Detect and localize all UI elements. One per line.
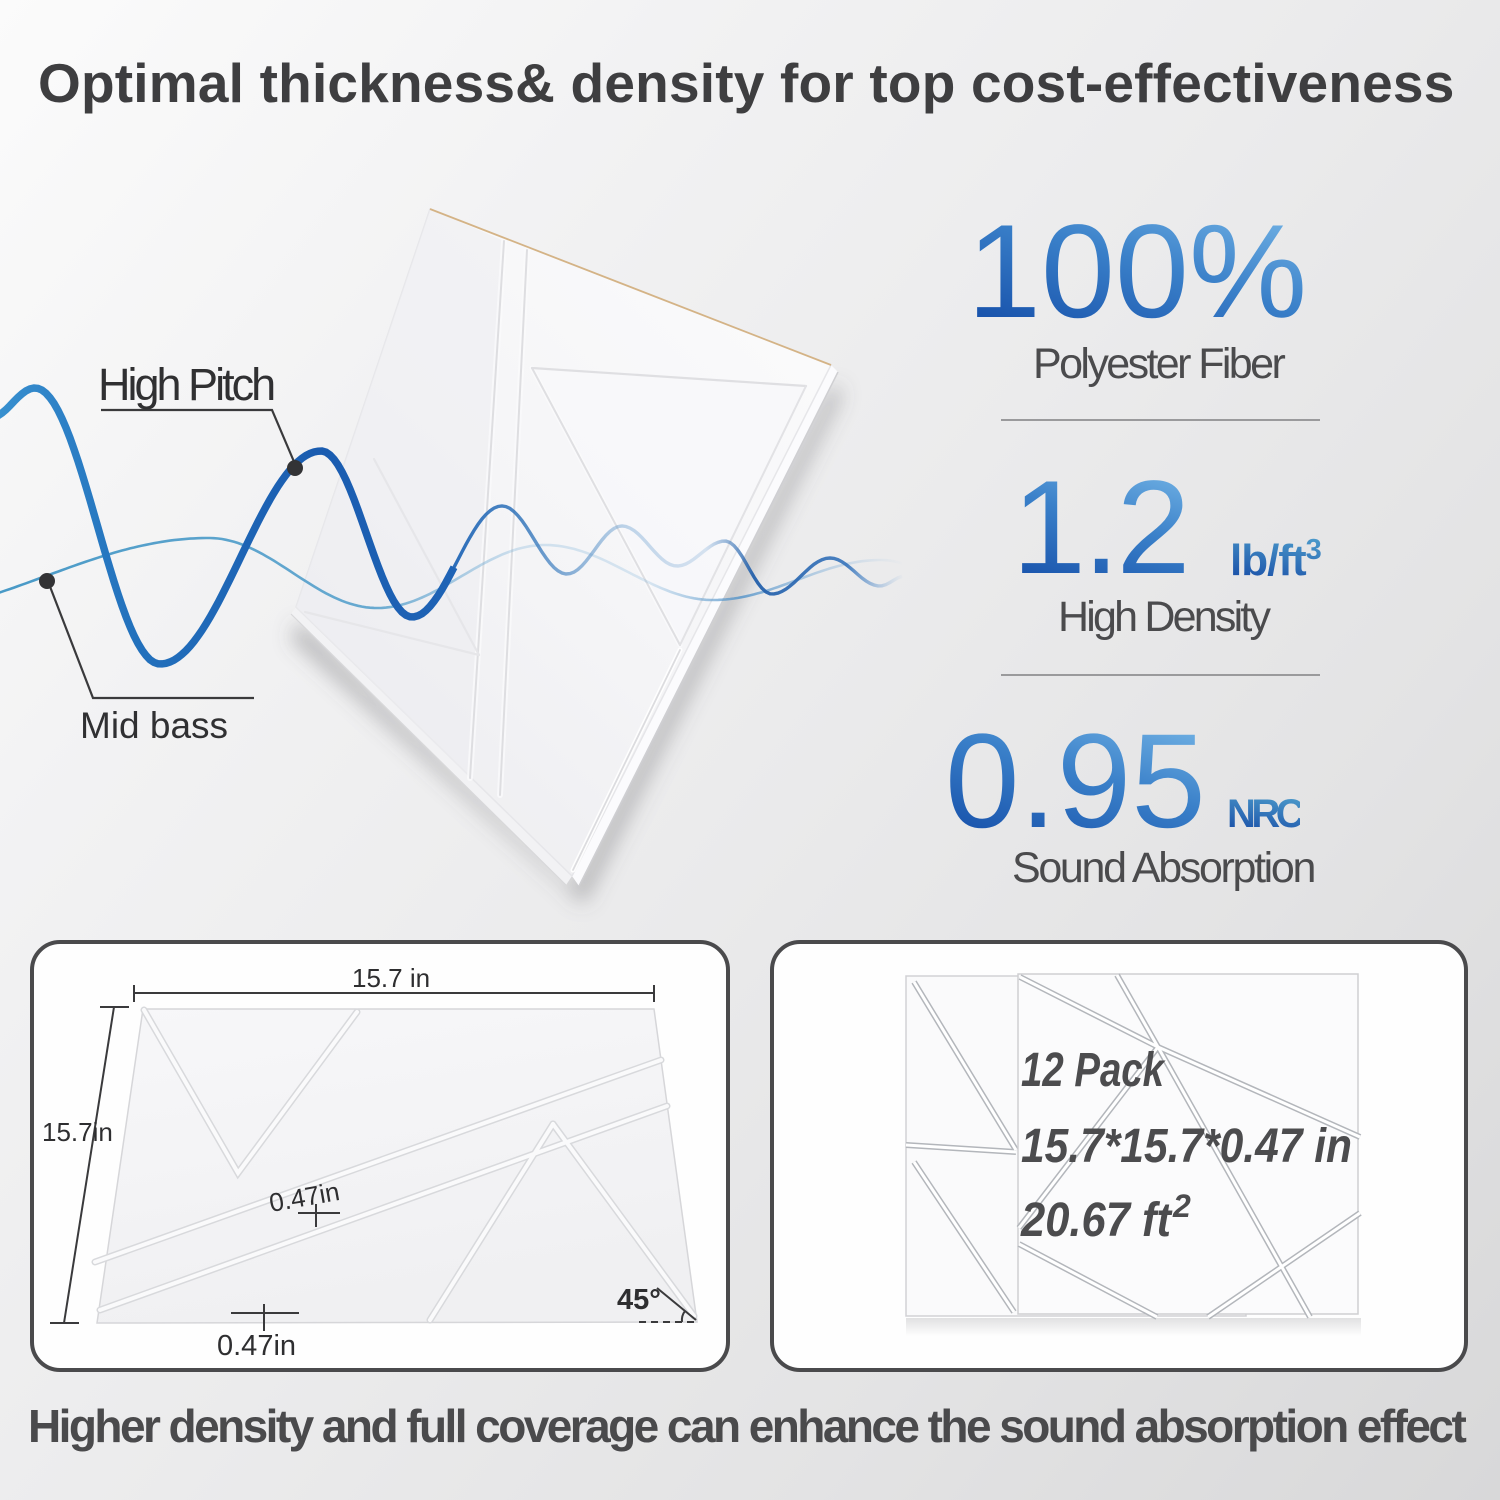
svg-text:2: 2: [1172, 1188, 1191, 1224]
svg-text:15.7in: 15.7in: [42, 1117, 113, 1147]
svg-text:20.67 ft: 20.67 ft: [1020, 1194, 1173, 1247]
svg-text:15.7*15.7*0.47 in: 15.7*15.7*0.47 in: [1021, 1120, 1352, 1173]
svg-text:12 Pack: 12 Pack: [1021, 1044, 1166, 1097]
svg-text:15.7 in: 15.7 in: [352, 963, 430, 993]
svg-text:45°: 45°: [617, 1284, 661, 1316]
svg-text:0.47in: 0.47in: [217, 1330, 296, 1362]
